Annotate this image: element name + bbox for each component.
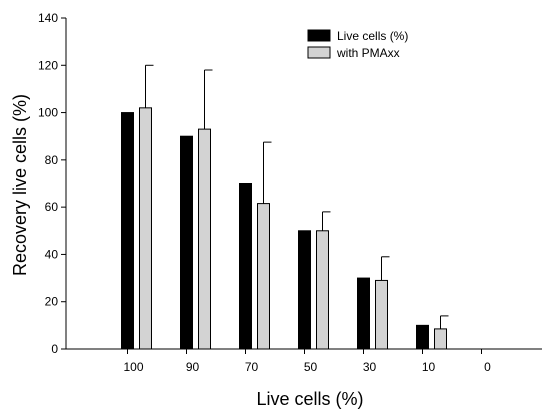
y-tick-label: 80	[45, 153, 59, 167]
x-tick-label: 0	[484, 360, 491, 374]
legend-label: with PMAxx	[336, 46, 400, 60]
bar-live-cells	[239, 183, 252, 350]
y-axis-title: Recovery live cells (%)	[10, 94, 30, 276]
bar-live-cells	[357, 277, 370, 350]
y-tick-label: 140	[38, 11, 58, 25]
bar-live-cells	[180, 135, 193, 350]
y-tick-label: 120	[38, 58, 58, 72]
legend-swatch	[307, 46, 331, 59]
x-tick-label: 10	[422, 360, 436, 374]
bar-with-pmaxx	[316, 230, 329, 350]
bar-live-cells	[298, 230, 311, 350]
error-bars-layer	[145, 64, 449, 329]
bar-with-pmaxx	[139, 107, 152, 350]
bar-with-pmaxx	[375, 279, 388, 350]
legend-label: Live cells (%)	[337, 29, 408, 43]
y-tick-label: 0	[51, 342, 58, 356]
bar-live-cells	[416, 324, 429, 350]
y-tick-label: 100	[38, 106, 58, 120]
bar-with-pmaxx	[198, 128, 211, 350]
x-tick-label: 90	[186, 360, 200, 374]
x-ticks: 100 90 70 50 30 10 0	[123, 349, 491, 374]
x-axis-title: Live cells (%)	[256, 389, 363, 409]
legend: Live cells (%) with PMAxx	[307, 29, 408, 60]
bar-with-pmaxx	[434, 328, 447, 350]
y-tick-label: 40	[45, 247, 59, 261]
y-tick-label: 20	[45, 295, 59, 309]
bars-layer	[121, 107, 447, 350]
bar-live-cells	[121, 112, 134, 350]
y-tick-label: 60	[45, 200, 59, 214]
x-tick-label: 30	[363, 360, 377, 374]
y-ticks: 0 20 40 60 80 100 120 140	[38, 11, 66, 356]
bar-with-pmaxx	[257, 203, 270, 350]
x-tick-label: 100	[123, 360, 143, 374]
x-tick-label: 50	[304, 360, 318, 374]
legend-swatch	[307, 29, 331, 42]
x-tick-label: 70	[245, 360, 259, 374]
